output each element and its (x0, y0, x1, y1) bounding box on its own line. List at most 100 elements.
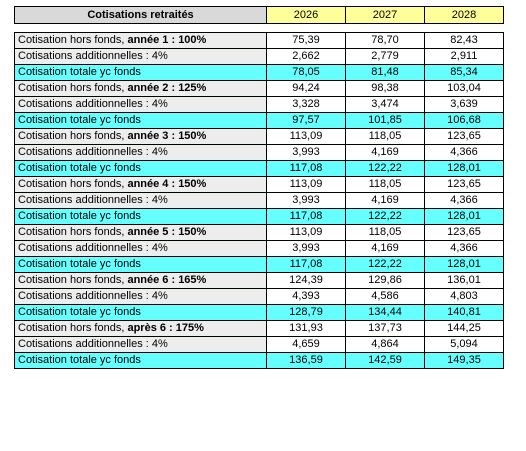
value-cell[interactable]: 118,05 (345, 128, 425, 145)
value-cell[interactable]: 113,09 (266, 224, 346, 241)
row-label-cell[interactable]: Cotisation hors fonds, année 1 : 100% (14, 32, 267, 49)
value-cell[interactable]: 117,08 (266, 256, 346, 273)
value-cell[interactable]: 118,05 (345, 176, 425, 193)
value-cell[interactable]: 2,662 (266, 48, 346, 65)
value-cell[interactable]: 4,803 (424, 288, 504, 305)
value-cell[interactable]: 103,04 (424, 80, 504, 97)
value-cell[interactable]: 4,393 (266, 288, 346, 305)
empty-cell[interactable] (14, 23, 267, 33)
value-cell[interactable]: 2,779 (345, 48, 425, 65)
value-cell[interactable]: 128,01 (424, 208, 504, 225)
header-year-cell[interactable]: 2026 (266, 6, 346, 24)
value-cell[interactable]: 2,911 (424, 48, 504, 65)
value-cell[interactable]: 98,38 (345, 80, 425, 97)
value-cell[interactable]: 4,366 (424, 240, 504, 257)
value-cell[interactable]: 142,59 (345, 352, 425, 369)
row-label-cell[interactable]: Cotisation totale yc fonds (14, 64, 267, 81)
value-cell[interactable]: 4,169 (345, 144, 425, 161)
row-label-cell[interactable]: Cotisations additionnelles : 4% (14, 288, 267, 305)
value-cell[interactable]: 94,24 (266, 80, 346, 97)
row-label-cell[interactable]: Cotisations additionnelles : 4% (14, 144, 267, 161)
value-cell[interactable]: 81,48 (345, 64, 425, 81)
row-label-cell[interactable]: Cotisation totale yc fonds (14, 304, 267, 321)
row-label-cell[interactable]: Cotisation totale yc fonds (14, 208, 267, 225)
value-cell[interactable]: 123,65 (424, 128, 504, 145)
value-cell[interactable]: 101,85 (345, 112, 425, 129)
value-cell[interactable]: 3,993 (266, 240, 346, 257)
empty-cell[interactable] (424, 23, 504, 33)
row-label-cell[interactable]: Cotisation hors fonds, année 5 : 150% (14, 224, 267, 241)
value-cell[interactable]: 5,094 (424, 336, 504, 353)
value-cell[interactable]: 3,474 (345, 96, 425, 113)
row-label-cell[interactable]: Cotisations additionnelles : 4% (14, 240, 267, 257)
value-cell[interactable]: 124,39 (266, 272, 346, 289)
value-cell[interactable]: 4,864 (345, 336, 425, 353)
value-cell[interactable]: 118,05 (345, 224, 425, 241)
row-label-cell[interactable]: Cotisations additionnelles : 4% (14, 96, 267, 113)
row-label-prefix: Cotisation hors fonds, (18, 130, 128, 142)
row-label-cell[interactable]: Cotisation hors fonds, année 2 : 125% (14, 80, 267, 97)
value-cell[interactable]: 4,169 (345, 192, 425, 209)
value-cell[interactable]: 128,01 (424, 160, 504, 177)
header-year-cell[interactable]: 2027 (345, 6, 425, 24)
value-cell[interactable]: 4,586 (345, 288, 425, 305)
value-cell[interactable]: 137,73 (345, 320, 425, 337)
value-cell[interactable]: 3,328 (266, 96, 346, 113)
value-cell[interactable]: 3,993 (266, 144, 346, 161)
value-cell[interactable]: 128,01 (424, 256, 504, 273)
value-cell[interactable]: 3,639 (424, 96, 504, 113)
value-cell[interactable]: 149,35 (424, 352, 504, 369)
empty-cell[interactable] (345, 23, 425, 33)
value-cell[interactable]: 144,25 (424, 320, 504, 337)
value-cell[interactable]: 134,44 (345, 304, 425, 321)
row-label-cell[interactable]: Cotisation totale yc fonds (14, 352, 267, 369)
value-cell[interactable]: 113,09 (266, 176, 346, 193)
value-cell[interactable]: 75,39 (266, 32, 346, 49)
value-cell[interactable]: 78,70 (345, 32, 425, 49)
value-cell[interactable]: 4,366 (424, 192, 504, 209)
value-cell[interactable]: 129,86 (345, 272, 425, 289)
value-cell[interactable]: 123,65 (424, 224, 504, 241)
value-cell[interactable]: 122,22 (345, 160, 425, 177)
value-cell[interactable]: 128,79 (266, 304, 346, 321)
header-title-cell[interactable]: Cotisations retraités (14, 6, 267, 24)
total-contribution-row: Cotisation totale yc fonds 117,08 122,22 12… (14, 208, 504, 225)
row-label-year-rate: après 6 : 175% (127, 322, 204, 334)
row-label-cell[interactable]: Cotisation hors fonds, année 3 : 150% (14, 128, 267, 145)
value-cell[interactable]: 117,08 (266, 160, 346, 177)
row-label-cell[interactable]: Cotisation hors fonds, année 6 : 165% (14, 272, 267, 289)
value-cell[interactable]: 97,57 (266, 112, 346, 129)
row-label-cell[interactable]: Cotisation hors fonds, année 4 : 150% (14, 176, 267, 193)
empty-cell[interactable] (266, 23, 346, 33)
value-cell[interactable]: 85,34 (424, 64, 504, 81)
header-row: Cotisations retraités 2026 2027 2028 (14, 6, 504, 24)
value-cell[interactable]: 3,993 (266, 192, 346, 209)
value-cell[interactable]: 131,93 (266, 320, 346, 337)
row-label-cell[interactable]: Cotisations additionnelles : 4% (14, 336, 267, 353)
value-cell[interactable]: 82,43 (424, 32, 504, 49)
base-contribution-row: Cotisation hors fonds, année 4 : 150% 113… (14, 176, 504, 193)
row-label-cell[interactable]: Cotisation hors fonds, après 6 : 175% (14, 320, 267, 337)
row-label-cell[interactable]: Cotisations additionnelles : 4% (14, 48, 267, 65)
value-cell[interactable]: 117,08 (266, 208, 346, 225)
value-cell[interactable]: 113,09 (266, 128, 346, 145)
value-cell[interactable]: 140,81 (424, 304, 504, 321)
value-cell[interactable]: 122,22 (345, 208, 425, 225)
value-cell[interactable]: 136,01 (424, 272, 504, 289)
value-cell[interactable]: 123,65 (424, 176, 504, 193)
total-contribution-row: Cotisation totale yc fonds 97,57 101,85 106… (14, 112, 504, 129)
row-label-cell[interactable]: Cotisation totale yc fonds (14, 160, 267, 177)
value-cell[interactable]: 4,169 (345, 240, 425, 257)
additional-contribution-row: Cotisations additionnelles : 4% 3,993 4,16… (14, 144, 504, 161)
header-year-cell[interactable]: 2028 (424, 6, 504, 24)
row-label-cell[interactable]: Cotisation totale yc fonds (14, 112, 267, 129)
value-cell[interactable]: 4,659 (266, 336, 346, 353)
row-label-cell[interactable]: Cotisation totale yc fonds (14, 256, 267, 273)
value-cell[interactable]: 122,22 (345, 256, 425, 273)
value-cell[interactable]: 136,59 (266, 352, 346, 369)
value-cell[interactable]: 4,366 (424, 144, 504, 161)
additional-contribution-row: Cotisations additionnelles : 4% 2,662 2,77… (14, 48, 504, 65)
row-label-cell[interactable]: Cotisations additionnelles : 4% (14, 192, 267, 209)
value-cell[interactable]: 78,05 (266, 64, 346, 81)
value-cell[interactable]: 106,68 (424, 112, 504, 129)
